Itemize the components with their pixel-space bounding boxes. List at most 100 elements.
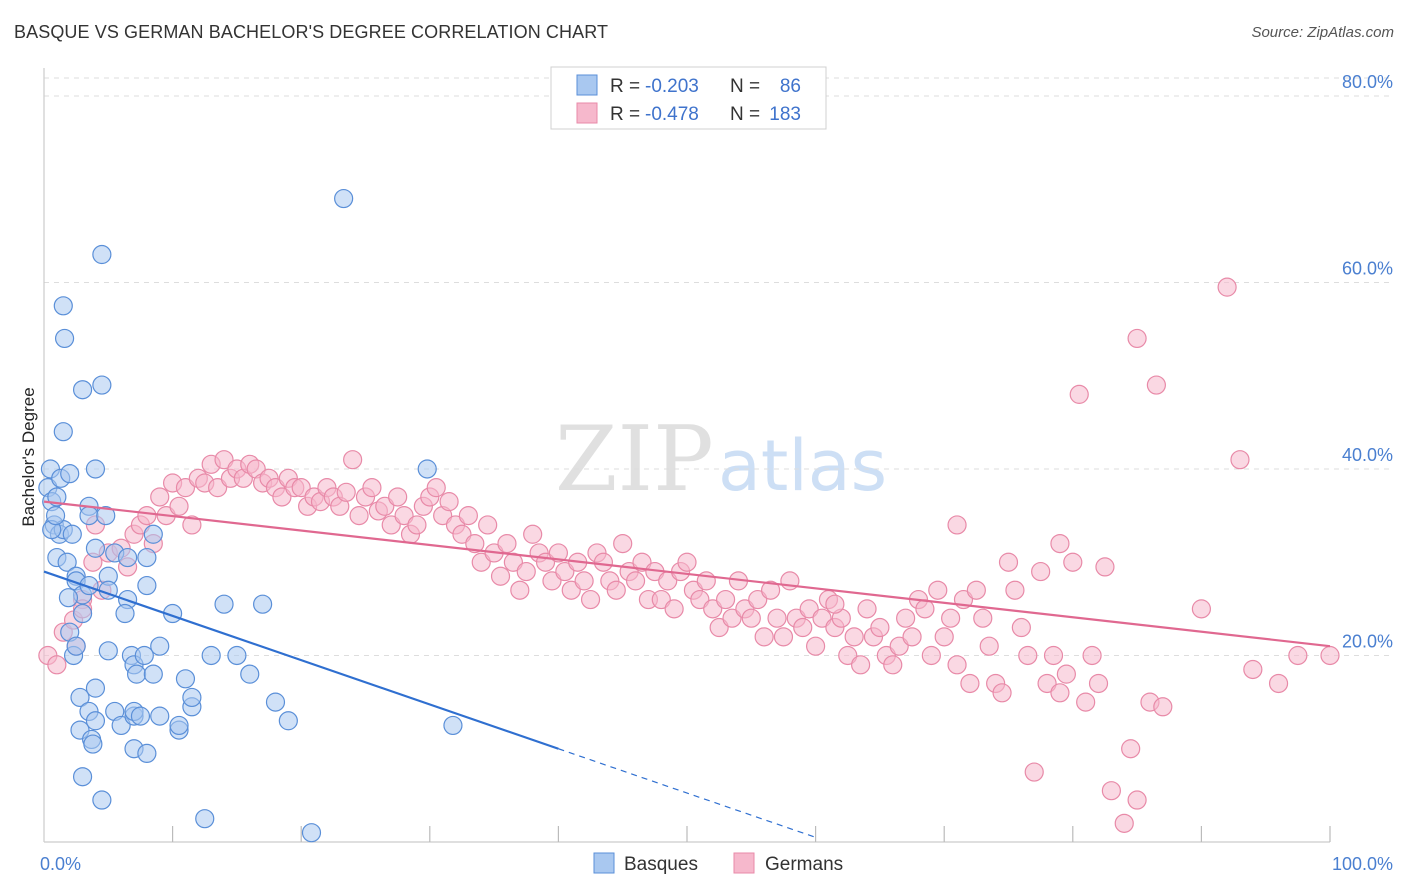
german-point <box>825 594 845 614</box>
german-point <box>709 617 729 638</box>
basque-point <box>57 552 77 572</box>
german-point <box>407 515 427 535</box>
german-point <box>1217 277 1237 297</box>
basques-points <box>38 188 463 843</box>
stats-n-label-basques: N = <box>730 76 760 97</box>
legend-swatch-basques <box>593 852 615 874</box>
german-point <box>703 599 723 619</box>
german-point <box>1088 673 1109 694</box>
german-point <box>291 478 311 498</box>
german-point <box>915 599 935 619</box>
german-point <box>625 571 646 591</box>
german-point <box>966 580 986 600</box>
german-point <box>760 580 781 600</box>
german-point <box>1082 645 1102 666</box>
german-point <box>896 608 916 628</box>
basque-point <box>137 547 157 568</box>
basque-point <box>92 375 112 395</box>
basque-point <box>58 588 79 608</box>
basque-point <box>117 547 138 568</box>
basque-point <box>53 296 73 316</box>
basque-point <box>98 641 118 661</box>
german-point <box>857 599 877 619</box>
stats-swatch-germans <box>576 102 598 124</box>
basque-point <box>137 743 157 764</box>
german-point <box>767 608 787 628</box>
basque-point <box>96 506 116 526</box>
german-point <box>523 524 543 544</box>
german-point <box>458 506 478 526</box>
basque-point <box>143 524 163 544</box>
german-point <box>574 571 594 591</box>
german-point <box>426 478 446 498</box>
german-point <box>542 571 562 591</box>
grid-lines <box>44 77 1393 656</box>
bottom-legend: Basques Germans <box>593 852 843 875</box>
german-point <box>182 515 202 535</box>
basque-point <box>175 669 196 689</box>
german-point <box>773 627 794 647</box>
basque-point <box>70 687 90 708</box>
german-point <box>1146 375 1166 395</box>
basque-point <box>79 575 99 596</box>
x-tick-label-max: 100.0% <box>1332 854 1393 874</box>
german-point <box>580 589 601 610</box>
german-point <box>349 506 369 526</box>
basque-point <box>72 603 93 624</box>
german-point <box>998 552 1019 572</box>
basques-trend-line <box>43 570 559 750</box>
german-point <box>928 580 948 600</box>
german-point <box>1121 739 1141 759</box>
german-point <box>1031 561 1051 582</box>
basque-point <box>417 459 437 479</box>
german-point <box>1069 384 1089 404</box>
german-point <box>1056 664 1076 684</box>
germans-points <box>38 277 1340 833</box>
german-point <box>1005 580 1025 600</box>
basque-point <box>227 645 247 666</box>
basque-point <box>111 715 131 736</box>
german-point <box>921 645 941 666</box>
basque-point <box>182 687 202 708</box>
german-point <box>478 515 498 535</box>
german-point <box>1320 645 1340 666</box>
german-point <box>375 496 395 516</box>
basque-point <box>265 692 286 712</box>
chart-source: Source: ZipAtlas.com <box>1251 24 1394 41</box>
german-point <box>561 580 581 600</box>
german-point <box>1153 697 1173 717</box>
german-point <box>889 636 909 656</box>
basque-point <box>72 767 93 787</box>
german-point <box>471 552 491 572</box>
basque-point <box>92 790 112 810</box>
stats-n-value-basques: 86 <box>780 76 801 97</box>
german-point <box>465 533 485 554</box>
german-point <box>934 627 954 647</box>
basque-point <box>195 809 215 829</box>
german-point <box>870 617 890 638</box>
y-tick-label: 20.0% <box>1342 631 1393 651</box>
basque-point <box>45 506 66 526</box>
chart-title: BASQUE VS GERMAN BACHELOR'S DEGREE CORRE… <box>14 22 609 42</box>
german-point <box>1127 790 1147 810</box>
german-point <box>1018 645 1038 666</box>
german-point <box>1050 683 1070 703</box>
german-point <box>979 636 999 656</box>
german-point <box>510 580 530 600</box>
german-point <box>555 561 575 582</box>
german-point <box>336 482 356 502</box>
german-point <box>838 645 858 666</box>
german-point <box>1076 692 1096 712</box>
german-point <box>1114 813 1134 833</box>
german-point <box>1063 552 1083 572</box>
german-point <box>651 589 671 610</box>
german-point <box>947 655 967 675</box>
german-point <box>150 487 170 507</box>
german-point <box>490 566 511 586</box>
german-point <box>1243 659 1263 680</box>
german-point <box>381 515 401 535</box>
basque-point <box>83 734 103 754</box>
basque-point <box>62 524 82 544</box>
basque-point <box>301 823 322 843</box>
